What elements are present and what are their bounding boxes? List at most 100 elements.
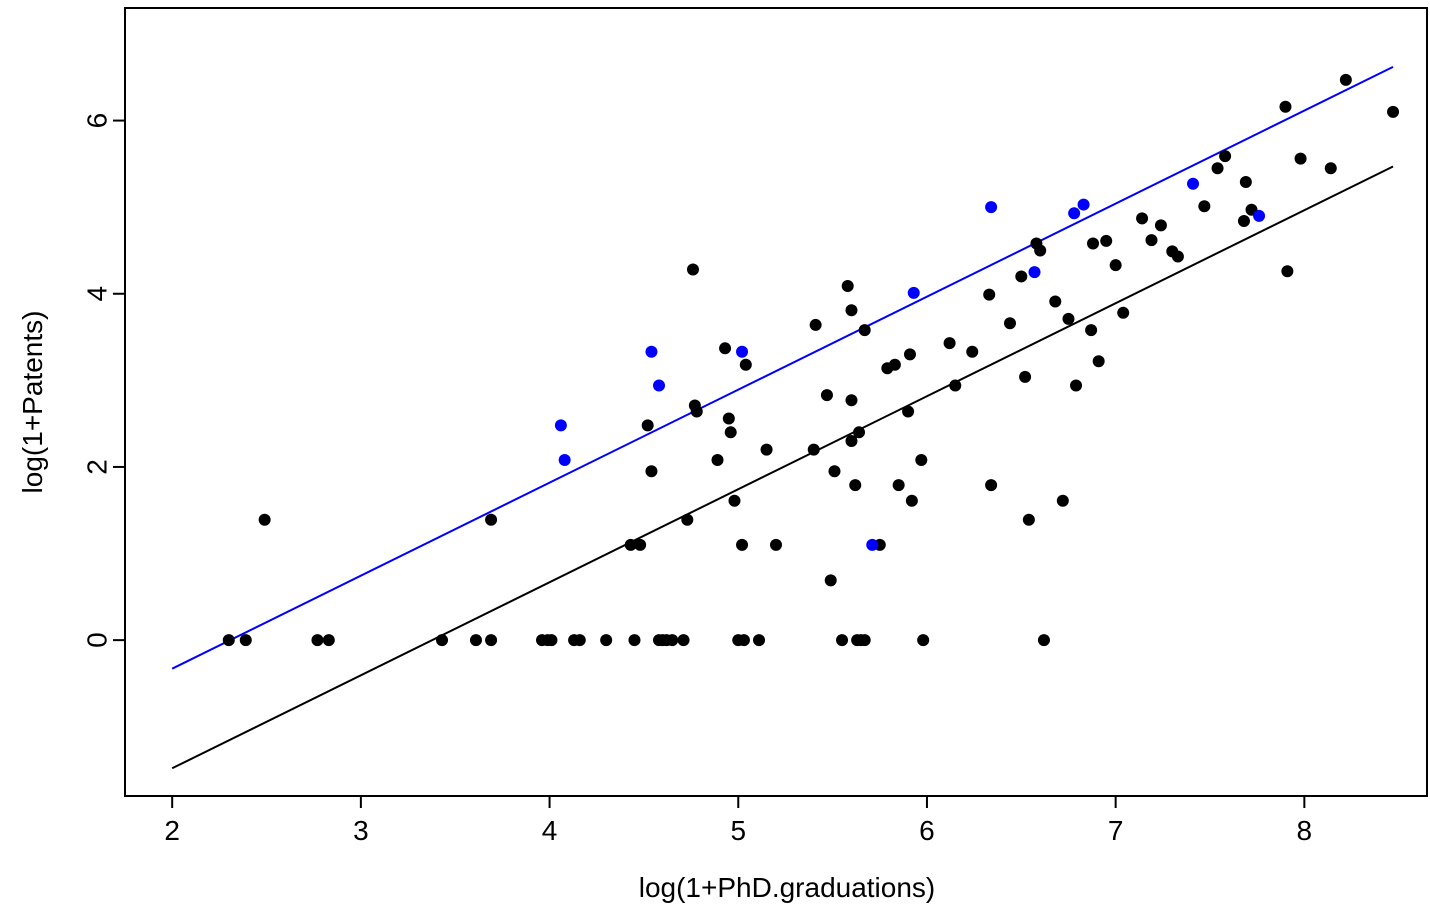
data-point xyxy=(966,345,979,358)
data-point xyxy=(858,634,871,647)
data-point xyxy=(677,634,690,647)
data-point xyxy=(1109,259,1122,272)
x-axis-label: log(1+PhD.graduations) xyxy=(639,872,936,903)
y-tick-label: 4 xyxy=(82,286,113,302)
data-point xyxy=(736,538,749,551)
data-point xyxy=(1198,200,1211,213)
data-point xyxy=(1037,634,1050,647)
data-point xyxy=(736,345,749,358)
x-tick-label: 2 xyxy=(164,815,180,846)
data-point xyxy=(845,304,858,317)
data-point xyxy=(1056,494,1069,507)
plot-frame xyxy=(124,7,1428,797)
data-point xyxy=(1145,234,1158,247)
data-point xyxy=(1049,295,1062,308)
y-tick-label: 0 xyxy=(82,632,113,648)
data-point xyxy=(903,348,916,361)
data-point xyxy=(1087,237,1100,250)
data-point xyxy=(753,634,766,647)
data-point xyxy=(686,263,699,276)
data-point xyxy=(311,634,324,647)
data-point xyxy=(1034,244,1047,257)
data-point xyxy=(711,454,724,467)
data-point xyxy=(1068,207,1081,220)
data-point xyxy=(866,538,879,551)
data-point xyxy=(1294,152,1307,165)
data-point xyxy=(1117,306,1130,319)
data-point xyxy=(1077,198,1090,211)
data-point xyxy=(641,419,654,432)
x-tick-label: 4 xyxy=(542,815,558,846)
data-point xyxy=(905,494,918,507)
data-point xyxy=(760,443,773,456)
data-point xyxy=(653,379,666,392)
x-tick-label: 5 xyxy=(730,815,746,846)
data-point xyxy=(1085,324,1098,337)
data-point xyxy=(849,479,862,492)
data-point xyxy=(728,494,741,507)
data-point xyxy=(1253,209,1266,222)
regression-lines xyxy=(171,65,1394,770)
regression-line-1 xyxy=(171,65,1394,670)
regression-line-2 xyxy=(171,165,1394,770)
data-point xyxy=(628,634,641,647)
data-point xyxy=(1387,105,1400,118)
data-point xyxy=(645,465,658,478)
data-point xyxy=(485,513,498,526)
data-point xyxy=(1019,370,1032,383)
data-point xyxy=(888,358,901,371)
data-point xyxy=(322,634,335,647)
data-point xyxy=(1219,150,1232,163)
data-point xyxy=(258,513,271,526)
data-point xyxy=(985,479,998,492)
data-point xyxy=(624,538,637,551)
data-point xyxy=(1211,162,1224,175)
data-point xyxy=(949,379,962,392)
data-point xyxy=(907,286,920,299)
y-axis: 0 2 4 6 xyxy=(82,113,126,648)
data-point xyxy=(845,434,858,447)
data-point xyxy=(485,634,498,647)
y-axis-label: log(1+Patents) xyxy=(17,311,48,494)
data-point xyxy=(845,394,858,407)
data-point xyxy=(645,345,658,358)
data-point xyxy=(809,318,822,331)
data-point xyxy=(222,634,235,647)
data-point xyxy=(666,634,679,647)
data-point xyxy=(681,513,694,526)
data-point xyxy=(1187,177,1200,190)
data-point xyxy=(1279,100,1292,113)
data-point xyxy=(853,426,866,439)
data-point xyxy=(436,634,449,647)
data-point xyxy=(915,454,928,467)
x-tick-label: 6 xyxy=(919,815,935,846)
data-point xyxy=(858,324,871,337)
x-tick-label: 7 xyxy=(1108,815,1124,846)
data-point xyxy=(828,465,841,478)
data-point xyxy=(943,337,956,350)
data-point xyxy=(1154,219,1167,232)
data-point xyxy=(558,454,571,467)
data-point xyxy=(1100,234,1113,247)
data-point xyxy=(820,389,833,402)
y-tick-label: 2 xyxy=(82,459,113,475)
data-point xyxy=(600,634,613,647)
data-point xyxy=(1062,312,1075,325)
data-point xyxy=(1015,270,1028,283)
x-tick-label: 8 xyxy=(1297,815,1313,846)
data-point xyxy=(1171,250,1184,263)
data-point xyxy=(824,574,837,587)
data-point xyxy=(724,426,737,439)
x-axis: 2 3 4 5 6 7 8 xyxy=(164,795,1313,846)
data-point xyxy=(1339,73,1352,86)
data-point xyxy=(892,479,905,492)
data-point xyxy=(239,634,252,647)
data-point xyxy=(1092,355,1105,368)
data-point xyxy=(807,443,820,456)
data-point xyxy=(1239,176,1252,189)
data-point xyxy=(737,634,750,647)
data-point xyxy=(554,419,567,432)
data-point xyxy=(719,342,732,355)
data-point xyxy=(545,634,558,647)
